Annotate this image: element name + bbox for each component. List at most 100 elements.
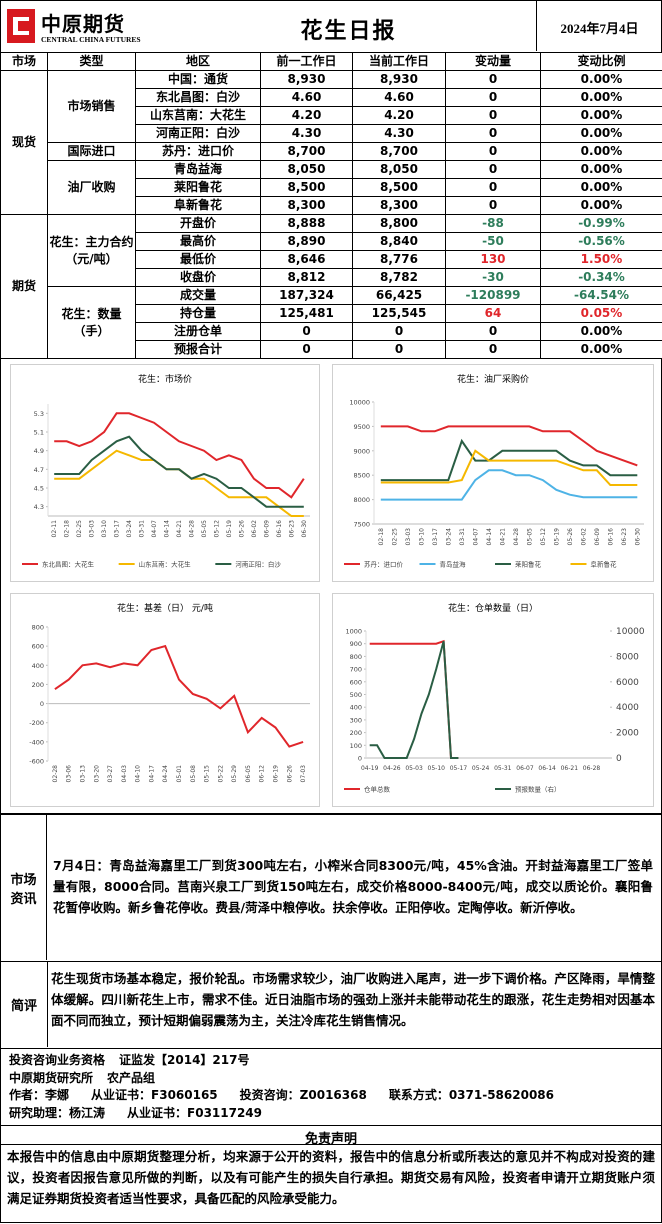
x-tick-label: 04-10 (135, 765, 142, 783)
value-cell: 0 (445, 178, 541, 197)
type-cell: 国际进口 (47, 142, 136, 161)
value-cell: 8,700 (352, 142, 446, 161)
logo-subtext: CENTRAL CHINA FUTURES (41, 35, 141, 44)
x-tick-label: 03-20 (93, 765, 100, 783)
info-line: 投资咨询业务资格 证监发【2014】217号 (9, 1052, 554, 1070)
y-tick-label: 8000 (353, 496, 370, 504)
y-tick-label: 0 (40, 700, 44, 708)
info-line: 中原期货研究所 农产品组 (9, 1070, 554, 1088)
y2-tick-label: 0 (616, 754, 622, 764)
region-cell: 持仓量 (135, 304, 261, 323)
table-row: 东北昌图：白沙 4.60 4.60 0 0.00% (1, 88, 662, 107)
y2-tick-label: 10000 (616, 627, 645, 637)
value-cell: 4.30 (352, 124, 446, 143)
value-cell: -30 (445, 268, 541, 287)
x-tick-label: 05-26 (567, 528, 574, 546)
market-cell: 期货 (0, 214, 48, 359)
y-tick-label: 7500 (353, 521, 370, 529)
value-cell: 0 (445, 340, 541, 359)
value-cell: 0.00% (540, 88, 662, 107)
x-tick-label: 03-17 (432, 528, 439, 546)
value-cell: 8,840 (352, 232, 446, 251)
table-row: 花生：数量（手） 成交量 187,324 66,425 -120899 -64.54% (1, 286, 662, 359)
info-section: 投资咨询业务资格 证监发【2014】217号 中原期货研究所 农产品组 作者：李娜 从业证… (0, 1048, 662, 1126)
value-cell: 1.50% (540, 250, 662, 269)
legend-label: 仓单总数 (364, 785, 391, 794)
value-cell: 4.60 (260, 88, 353, 107)
x-tick-label: 05-31 (494, 765, 512, 772)
x-tick-label: 03-10 (101, 520, 108, 538)
table-row: 莱阳鲁花 8,500 8,500 0 0.00% (1, 178, 662, 197)
region-cell: 最低价 (135, 250, 261, 269)
region-cell: 中国：通货 (135, 70, 261, 89)
market-cell: 现货 (0, 70, 48, 215)
news-text: 7月4日：青岛益海嘉里工厂到货300吨左右，小榨米合同8300元/吨，45%含油… (53, 858, 653, 915)
x-tick-label: 04-07 (472, 528, 479, 546)
value-cell: 64 (445, 304, 541, 323)
value-cell: 8,646 (260, 250, 353, 269)
y-tick-label: 800 (32, 624, 44, 632)
value-cell: -50 (445, 232, 541, 251)
x-tick-label: 05-24 (472, 765, 490, 772)
table-row: 期货 花生：主力合约（元/吨） 开盘价 8,888 8,800 -88 -0.99% (0, 214, 662, 359)
y-tick-label: 4.7 (34, 466, 44, 474)
column-header: 当前工作日 (352, 52, 446, 71)
info-item: 从业证书：F3060165 (91, 1088, 218, 1102)
x-tick-label: 05-12 (540, 528, 547, 546)
info-item: 农产品组 (107, 1070, 156, 1085)
info-item: 中原期货研究所 (9, 1070, 94, 1085)
y-tick-label: 4.9 (34, 447, 44, 455)
legend-label: 预报数量（右） (515, 785, 561, 794)
y-tick-label: 400 (32, 662, 44, 670)
value-cell: 0.00% (540, 160, 662, 179)
chart-title: 花生：市场价 (138, 373, 192, 385)
x-tick-label: 05-17 (450, 765, 468, 772)
review-text: 花生现货市场基本稳定，报价轮乱。市场需求较少，油厂收购进入尾声，进一步下调价格。… (51, 971, 655, 1028)
value-cell: 8,782 (352, 268, 446, 287)
logo-text: 中原期货 (41, 12, 125, 36)
table-row: 注册仓单 0 0 0 0.00% (1, 322, 662, 341)
x-tick-label: 04-21 (176, 520, 183, 538)
y-tick-label: 4.3 (34, 503, 44, 511)
report-title: 花生日报 (300, 19, 397, 44)
value-cell: 4.30 (260, 124, 353, 143)
value-cell: 0 (445, 196, 541, 215)
value-cell: 0 (260, 322, 353, 341)
x-tick-label: 05-15 (204, 765, 211, 783)
news-label: 市场资讯 (1, 815, 47, 960)
x-tick-label: 04-14 (486, 528, 493, 546)
x-tick-label: 04-26 (383, 765, 401, 772)
value-cell: -0.99% (540, 214, 662, 233)
info-item: 投资咨询业务资格 (9, 1053, 106, 1067)
x-tick-label: 03-31 (139, 520, 146, 538)
x-tick-label: 06-23 (288, 520, 295, 538)
chart-border (332, 364, 654, 582)
y-tick-label: 10000 (349, 399, 370, 407)
x-tick-label: 03-31 (459, 528, 466, 546)
x-tick-label: 02-25 (391, 528, 398, 546)
y-tick-label: -200 (29, 719, 44, 727)
x-tick-label: 06-09 (263, 520, 270, 538)
x-tick-label: 03-27 (107, 765, 114, 783)
info-line: 研究助理：杨江涛 从业证书：F03117249 (9, 1105, 554, 1123)
value-cell: -64.54% (540, 286, 662, 305)
chart: 花生：油厂采购价 7500 8000 8500 9000 9500 10000 02-18 02… (332, 364, 654, 582)
value-cell: 8,812 (260, 268, 353, 287)
y-tick-label: -600 (29, 758, 44, 766)
value-cell: -120899 (445, 286, 541, 305)
x-tick-label: 02-18 (64, 520, 71, 538)
series-line (380, 425, 638, 467)
value-cell: 0.00% (540, 124, 662, 143)
value-cell: 8,776 (352, 250, 446, 269)
value-cell: 0 (445, 88, 541, 107)
y-tick-label: 800 (350, 653, 362, 661)
x-tick-label: 05-08 (190, 765, 197, 783)
value-cell: 8,888 (260, 214, 353, 233)
region-cell: 收盘价 (135, 268, 261, 287)
legend-label: 阜新鲁花 (591, 560, 618, 569)
x-tick-label: 05-05 (201, 520, 208, 538)
x-tick-label: 06-16 (607, 528, 614, 546)
x-tick-label: 06-16 (276, 520, 283, 538)
chart-border (332, 593, 654, 807)
